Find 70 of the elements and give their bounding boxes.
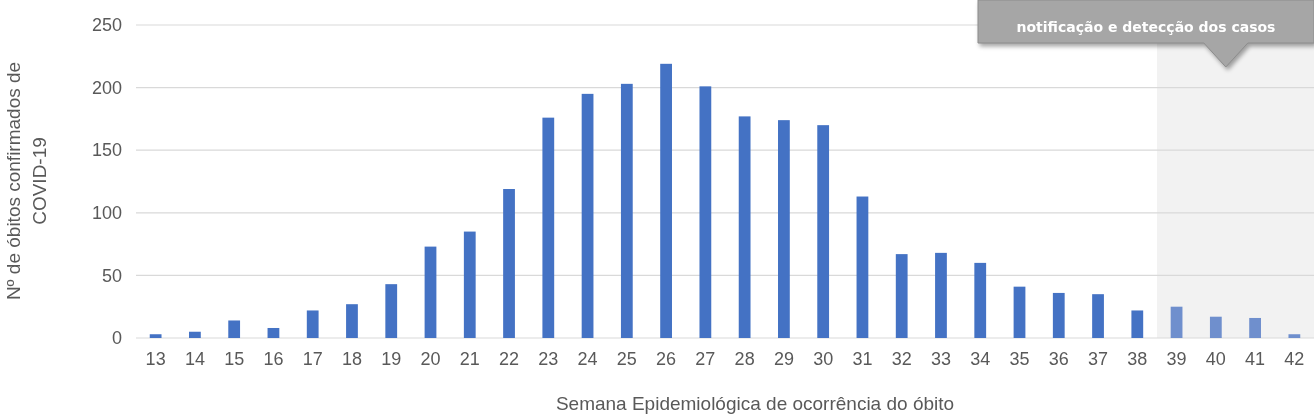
y-axis-title: Nº de óbitos confirmados de COVID-19 xyxy=(3,61,50,301)
x-tick-label: 27 xyxy=(695,348,716,369)
bar xyxy=(149,334,162,338)
bar xyxy=(424,246,437,338)
y-tick-label: 250 xyxy=(91,15,122,36)
bar xyxy=(581,93,594,338)
y-tick-label: 50 xyxy=(101,265,122,286)
bar xyxy=(1170,306,1183,338)
x-tick-label: 23 xyxy=(538,348,559,369)
bar xyxy=(620,83,633,338)
x-axis-title: Semana Epidemiológica de ocorrência do óbito xyxy=(555,393,955,414)
x-tick-label: 24 xyxy=(577,348,598,369)
x-tick-label: 32 xyxy=(891,348,912,369)
x-tick-label: 21 xyxy=(459,348,480,369)
bar xyxy=(503,189,515,338)
bar xyxy=(856,196,869,338)
x-tick-label: 17 xyxy=(302,348,323,369)
x-tick-label: 18 xyxy=(341,348,362,369)
callout-box: notificação e detecção dos casos xyxy=(977,0,1314,68)
bar xyxy=(1288,334,1301,338)
bar xyxy=(542,117,555,338)
bar xyxy=(346,304,358,338)
bar xyxy=(935,252,947,338)
x-tick-label: 31 xyxy=(852,348,873,369)
y-tick-label: 200 xyxy=(91,77,122,98)
bar xyxy=(189,331,201,338)
x-tick-label: 35 xyxy=(1009,348,1030,369)
x-tick-label: 16 xyxy=(263,348,284,369)
bar xyxy=(1209,316,1222,338)
bar xyxy=(1092,294,1104,338)
bar xyxy=(267,327,280,338)
bar xyxy=(738,116,751,338)
x-tick-label: 40 xyxy=(1205,348,1226,369)
x-tick-label: 34 xyxy=(970,348,991,369)
x-tick-label: 25 xyxy=(616,348,637,369)
x-tick-label: 36 xyxy=(1048,348,1069,369)
x-tick-label: 42 xyxy=(1284,348,1305,369)
x-tick-label: 37 xyxy=(1088,348,1109,369)
bar xyxy=(1052,292,1065,338)
y-tick-label: 150 xyxy=(91,140,122,161)
x-tick-label: 41 xyxy=(1245,348,1266,369)
x-tick-label: 13 xyxy=(145,348,166,369)
x-tick-label: 39 xyxy=(1166,348,1187,369)
bar xyxy=(1249,317,1261,338)
bar xyxy=(660,63,672,338)
bar xyxy=(385,284,398,338)
x-tick-label: 19 xyxy=(381,348,402,369)
bar xyxy=(817,125,830,338)
x-tick-label: 15 xyxy=(224,348,245,369)
x-tick-label: 20 xyxy=(420,348,441,369)
bar xyxy=(974,262,987,338)
y-tick-label: 100 xyxy=(91,203,122,224)
bar xyxy=(306,310,319,338)
x-tick-label: 33 xyxy=(930,348,951,369)
annotation: notificação e detecção dos casos xyxy=(1016,19,1276,35)
x-tick-label: 26 xyxy=(656,348,677,369)
x-tick-label: 29 xyxy=(773,348,794,369)
bar xyxy=(895,254,908,338)
x-tick-label: 28 xyxy=(734,348,755,369)
bar xyxy=(228,320,241,338)
bar xyxy=(463,231,476,338)
bar xyxy=(699,86,712,338)
x-tick-label: 38 xyxy=(1127,348,1148,369)
y-tick-label: 0 xyxy=(111,328,122,349)
bar xyxy=(1131,310,1144,338)
x-tick-label: 22 xyxy=(499,348,520,369)
bar xyxy=(1013,286,1026,338)
x-tick-label: 30 xyxy=(813,348,834,369)
bar xyxy=(778,120,790,338)
x-tick-label: 14 xyxy=(184,348,205,369)
